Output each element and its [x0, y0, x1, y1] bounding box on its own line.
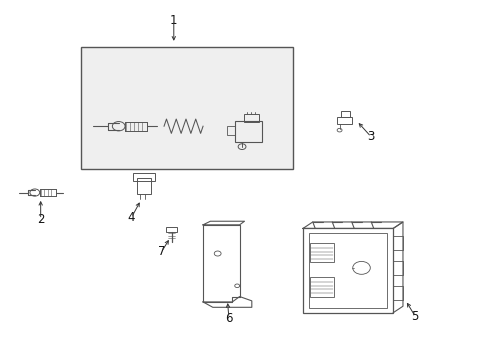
Bar: [392, 261, 402, 275]
Text: 3: 3: [367, 130, 374, 144]
Bar: [227, 126, 234, 135]
Bar: [336, 117, 351, 125]
Bar: [137, 178, 151, 194]
Text: 7: 7: [158, 245, 165, 258]
Bar: [308, 233, 386, 309]
Bar: [309, 243, 333, 262]
Text: 2: 2: [37, 213, 44, 226]
Text: 5: 5: [410, 310, 418, 323]
Text: 6: 6: [224, 311, 232, 325]
Bar: [303, 228, 392, 313]
Bar: [244, 114, 259, 122]
Bar: [340, 111, 349, 117]
Bar: [392, 286, 402, 300]
Bar: [234, 121, 261, 142]
Text: 1: 1: [170, 14, 177, 27]
Bar: [81, 47, 293, 169]
Bar: [392, 235, 402, 250]
Bar: [133, 173, 155, 181]
Bar: [309, 277, 333, 297]
Bar: [166, 226, 177, 231]
Text: 4: 4: [127, 211, 135, 224]
